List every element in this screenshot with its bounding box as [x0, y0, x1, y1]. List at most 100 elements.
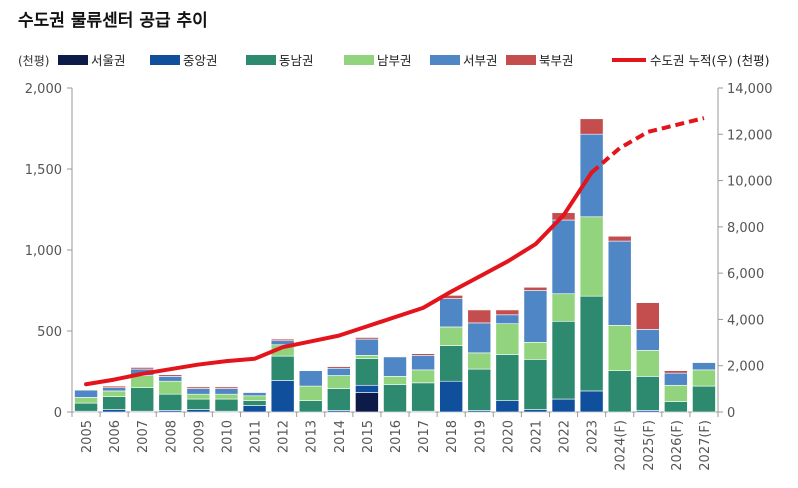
bar-2005-s2 [74, 402, 98, 412]
x-label-2023: 2023 [586, 420, 601, 453]
left-tick-label: 2,000 [25, 82, 62, 97]
x-label-2022: 2022 [558, 420, 573, 453]
left-tick-label: 1,500 [25, 163, 62, 178]
bar-2008-s3 [158, 380, 183, 395]
bar-2016-s3 [383, 376, 407, 385]
legend: (천평) 서울권 중앙권 동남권 남부권 서부권 북부권 수도권 누적(우) (천평) [18, 53, 769, 68]
bar-2017-s2 [411, 382, 435, 412]
bar-2027(F)-s4 [692, 362, 716, 371]
x-label-2008: 2008 [164, 420, 179, 453]
bar-2015-s5 [355, 337, 379, 340]
right-tick-label: 6,000 [727, 267, 764, 282]
bar-2013-s2 [298, 400, 323, 413]
bar-2025(F)-s3 [635, 350, 660, 377]
x-label-2011: 2011 [249, 420, 264, 453]
bar-2015-s2 [355, 358, 379, 386]
bars [74, 118, 716, 413]
bar-2015-s0 [355, 392, 379, 413]
bar-2006-s3 [102, 390, 126, 397]
bar-2010-s5 [214, 386, 239, 389]
cumulative-line [84, 116, 705, 387]
bar-2009-s4 [186, 388, 211, 395]
bar-2019-s5 [467, 309, 492, 324]
bar-2011-s2 [242, 400, 267, 406]
bar-2027(F)-s2 [692, 385, 716, 413]
legend-label-1: 중앙권 [183, 53, 218, 68]
left-tick-label: 0 [54, 406, 62, 421]
chart-title: 수도권 물류센터 공급 추이 [18, 11, 208, 31]
bar-2023-s2 [579, 295, 604, 392]
bar-2015-s3 [355, 354, 379, 359]
x-label-2012: 2012 [277, 420, 292, 453]
bar-2013-s3 [298, 385, 323, 401]
bar-2026(F)-s3 [664, 384, 688, 402]
bar-2021-s2 [523, 359, 548, 410]
legend-swatch-4 [430, 55, 460, 65]
left-tick-label: 500 [37, 325, 62, 340]
bar-2012-s5 [270, 338, 295, 342]
x-label-2014: 2014 [333, 420, 348, 453]
legend-label-4: 서부권 [463, 53, 498, 68]
bar-2011-s4 [242, 392, 267, 397]
bar-2015-s1 [355, 384, 379, 393]
left-axis-unit: (천평) [18, 53, 49, 68]
x-label-2021: 2021 [529, 420, 544, 453]
left-tick-label: 1,000 [25, 244, 62, 259]
legend-swatch-1 [150, 55, 180, 65]
bar-2017-s5 [411, 353, 435, 356]
bar-2009-s1 [186, 409, 211, 413]
bar-2021-s3 [523, 342, 548, 360]
bar-2016-s4 [383, 356, 407, 377]
x-label-2020: 2020 [501, 420, 516, 453]
legend-label-2: 동남권 [279, 53, 314, 68]
bar-2010-s3 [214, 393, 239, 400]
bar-2008-s2 [158, 393, 183, 411]
legend-swatch-0 [58, 55, 88, 65]
right-tick-label: 10,000 [727, 175, 773, 190]
bar-2022-s3 [551, 293, 576, 322]
bar-2018-s1 [439, 380, 463, 413]
bar-2012-s2 [270, 355, 295, 381]
right-tick-label: 14,000 [727, 82, 773, 97]
bar-2014-s2 [327, 388, 351, 411]
bar-2020-s5 [495, 309, 520, 316]
bar-2023-s5 [579, 118, 604, 135]
bar-2009-s2 [186, 398, 211, 410]
bar-2023-s3 [579, 216, 604, 297]
bar-2009-s3 [186, 393, 211, 400]
bar-2007-s5 [130, 367, 155, 370]
bar-2027(F)-s3 [692, 369, 716, 387]
bar-2017-s4 [411, 354, 435, 371]
bar-2014-s4 [327, 367, 351, 376]
legend-swatch-3 [344, 55, 374, 65]
bar-2024(F)-s2 [607, 370, 632, 413]
bar-2018-s2 [439, 345, 463, 382]
bar-2019-s2 [467, 368, 492, 411]
x-label-2027(F): 2027(F) [698, 420, 713, 471]
bar-2022-s4 [551, 219, 576, 295]
line-forecast [590, 116, 705, 174]
x-label-2010: 2010 [220, 420, 235, 453]
legend-label-3: 남부권 [377, 53, 412, 68]
bar-2020-s3 [495, 323, 520, 355]
bar-2026(F)-s2 [664, 401, 688, 413]
x-label-2017: 2017 [417, 420, 432, 453]
bar-2020-s2 [495, 354, 520, 401]
bar-2026(F)-s4 [664, 372, 688, 386]
right-tick-label: 2,000 [727, 360, 764, 375]
bar-2008-s4 [158, 376, 183, 382]
bar-2015-s4 [355, 338, 379, 356]
bar-2009-s5 [186, 386, 211, 389]
legend-label-5: 북부권 [539, 53, 574, 68]
bar-2005-s3 [74, 397, 98, 404]
right-tick-label: 8,000 [727, 221, 764, 236]
bar-2024(F)-s3 [607, 325, 632, 371]
bar-2021-s1 [523, 409, 548, 413]
legend-label-0: 서울권 [91, 53, 126, 68]
x-axis-labels: 2005 2006 2007 2008 2009 2010 2011 2012 2013 2014… [80, 420, 713, 471]
legend-swatch-5 [506, 55, 536, 65]
bar-2006-s5 [102, 385, 126, 388]
bar-2017-s3 [411, 369, 435, 384]
axes: 0 500 1,000 1,500 2,000 0 2,000 4,000 6,000 8,000… [25, 82, 773, 421]
